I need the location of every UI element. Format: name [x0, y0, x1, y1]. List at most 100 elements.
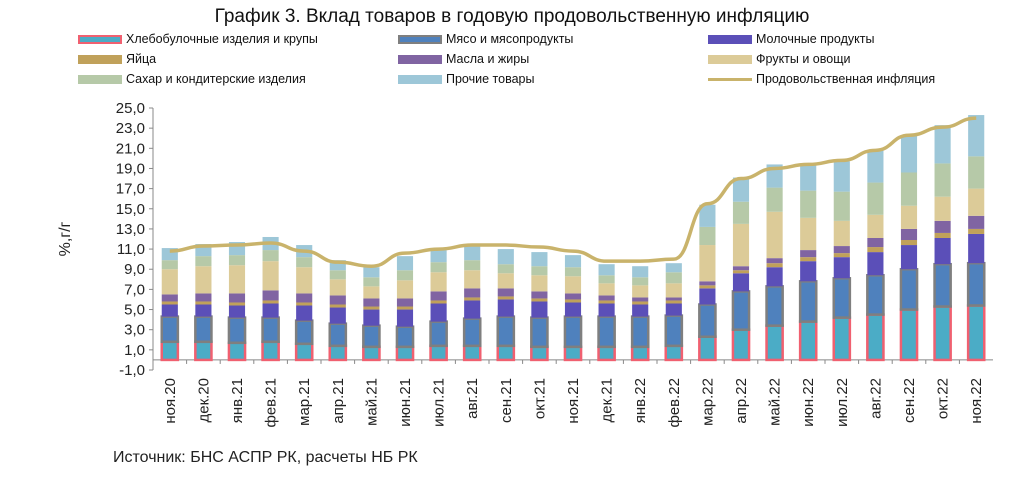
legend-label: Фрукты и овощи: [756, 52, 851, 66]
y-tick-label: 9,0: [124, 261, 145, 278]
bar-segment-4: [900, 228, 918, 241]
bar-segment-4: [833, 246, 850, 254]
bar-segment-7: [699, 204, 716, 227]
x-tick-label: апр.22: [733, 378, 750, 424]
bar-segment-3: [396, 306, 414, 310]
bar-segment-7: [934, 125, 951, 164]
bar-segment-0: [933, 305, 952, 362]
bar-segment-7: [329, 260, 346, 271]
legend-item: Молочные продукты: [708, 32, 874, 46]
bar-segment-1: [597, 315, 616, 349]
bar-segment-7: [968, 115, 985, 157]
bar-segment-7: [396, 256, 414, 271]
x-tick-label: дек.21: [599, 378, 616, 423]
bar-segment-0: [160, 340, 180, 362]
bar-segment-4: [766, 258, 783, 264]
bar-segment-6: [262, 250, 279, 262]
bar-segment-1: [698, 303, 717, 338]
bar-segment-6: [396, 270, 414, 281]
x-tick-label: июл.22: [834, 378, 851, 427]
bar-segment-3: [900, 240, 918, 246]
bar-segment-5: [228, 265, 246, 294]
y-tick-label: 21,0: [116, 140, 145, 157]
legend-swatch: [708, 34, 752, 44]
bar-segment-4: [329, 295, 346, 305]
bar-segment-5: [497, 273, 514, 289]
bar-segment-0: [227, 341, 247, 362]
legend-swatch: [398, 54, 442, 64]
bar-segment-3: [228, 302, 246, 306]
bar-segment-2: [296, 305, 313, 321]
bar-segment-5: [195, 266, 212, 294]
x-tick-label: авг.21: [464, 378, 481, 419]
bar-segment-7: [598, 264, 615, 276]
y-tick-label: 5,0: [124, 302, 145, 319]
legend-item: Мясо и мясопродукты: [398, 32, 573, 46]
bar-segment-4: [464, 288, 481, 298]
x-tick-label: май.22: [767, 378, 784, 426]
bar-segment-0: [563, 345, 583, 362]
x-tick-label: май.21: [363, 378, 380, 426]
x-tick-label: окт.22: [935, 378, 952, 419]
chart-title: График 3. Вклад товаров в годовую продов…: [214, 6, 810, 27]
bar-segment-6: [195, 256, 212, 267]
source-note: Источник: БНС АСПР РК, расчеты НБ РК: [113, 449, 418, 466]
legend-label: Прочие товары: [446, 72, 535, 86]
bar-segment-3: [665, 300, 682, 304]
y-tick-label: 19,0: [116, 160, 145, 177]
bar-segment-1: [227, 316, 247, 345]
bar-segment-3: [296, 302, 313, 306]
bar-segment-2: [464, 300, 481, 319]
bar-segment-5: [262, 261, 279, 291]
y-tick-label: 7,0: [124, 281, 145, 298]
bar-segment-3: [732, 270, 750, 274]
bar-segment-3: [464, 297, 481, 301]
x-tick-label: апр.21: [330, 378, 347, 424]
bar-segment-4: [934, 220, 951, 233]
bar-segment-7: [531, 252, 548, 267]
bar-segment-1: [866, 274, 885, 316]
bar-segment-1: [563, 315, 583, 349]
bar-segment-4: [665, 297, 682, 301]
bar-segment-3: [867, 247, 884, 253]
bar-segment-6: [968, 156, 985, 189]
bar-segment-1: [160, 315, 180, 344]
bar-segment-7: [665, 263, 682, 273]
bar-segment-0: [261, 340, 280, 362]
x-tick-label: мар.21: [296, 378, 313, 426]
x-tick-label: фев.21: [263, 378, 280, 428]
bar-segment-5: [464, 270, 481, 289]
legend-item: Сахар и кондитерские изделия: [78, 72, 306, 86]
bar-segment-7: [900, 135, 918, 173]
bar-segment-3: [598, 300, 615, 304]
bar-segment-1: [462, 317, 482, 348]
legend-label: Мясо и мясопродукты: [446, 32, 574, 46]
bar-segment-5: [564, 276, 582, 294]
bar-segment-2: [598, 303, 615, 317]
bar-segment-2: [934, 237, 951, 265]
legend-swatch: [78, 54, 122, 64]
bar-segment-2: [833, 257, 850, 279]
bar-segment-4: [598, 295, 615, 301]
bar-segment-5: [968, 188, 985, 216]
bar-segment-4: [699, 281, 716, 286]
x-tick-label: июн.22: [800, 378, 817, 427]
x-tick-label: дек.20: [195, 378, 212, 423]
legend-swatch: [398, 74, 442, 84]
bar-segment-3: [363, 306, 380, 310]
bar-segment-6: [800, 190, 817, 218]
legend-item: Хлебобулочные изделия и крупы: [78, 32, 318, 46]
y-tick-label: 3,0: [124, 322, 145, 339]
bar-segment-6: [228, 255, 246, 266]
bar-segment-2: [800, 261, 817, 282]
bar-segment-7: [430, 250, 447, 263]
bar-segment-6: [598, 275, 615, 284]
legend-item: Продовольственная инфляция: [708, 72, 935, 86]
bar-segment-1: [731, 290, 751, 331]
legend-swatch: [708, 77, 752, 81]
bar-segment-6: [766, 187, 783, 212]
bar-segment-4: [296, 293, 313, 303]
legend-swatch: [78, 34, 122, 44]
bar-segment-0: [798, 320, 818, 362]
legend-swatch: [398, 34, 442, 44]
